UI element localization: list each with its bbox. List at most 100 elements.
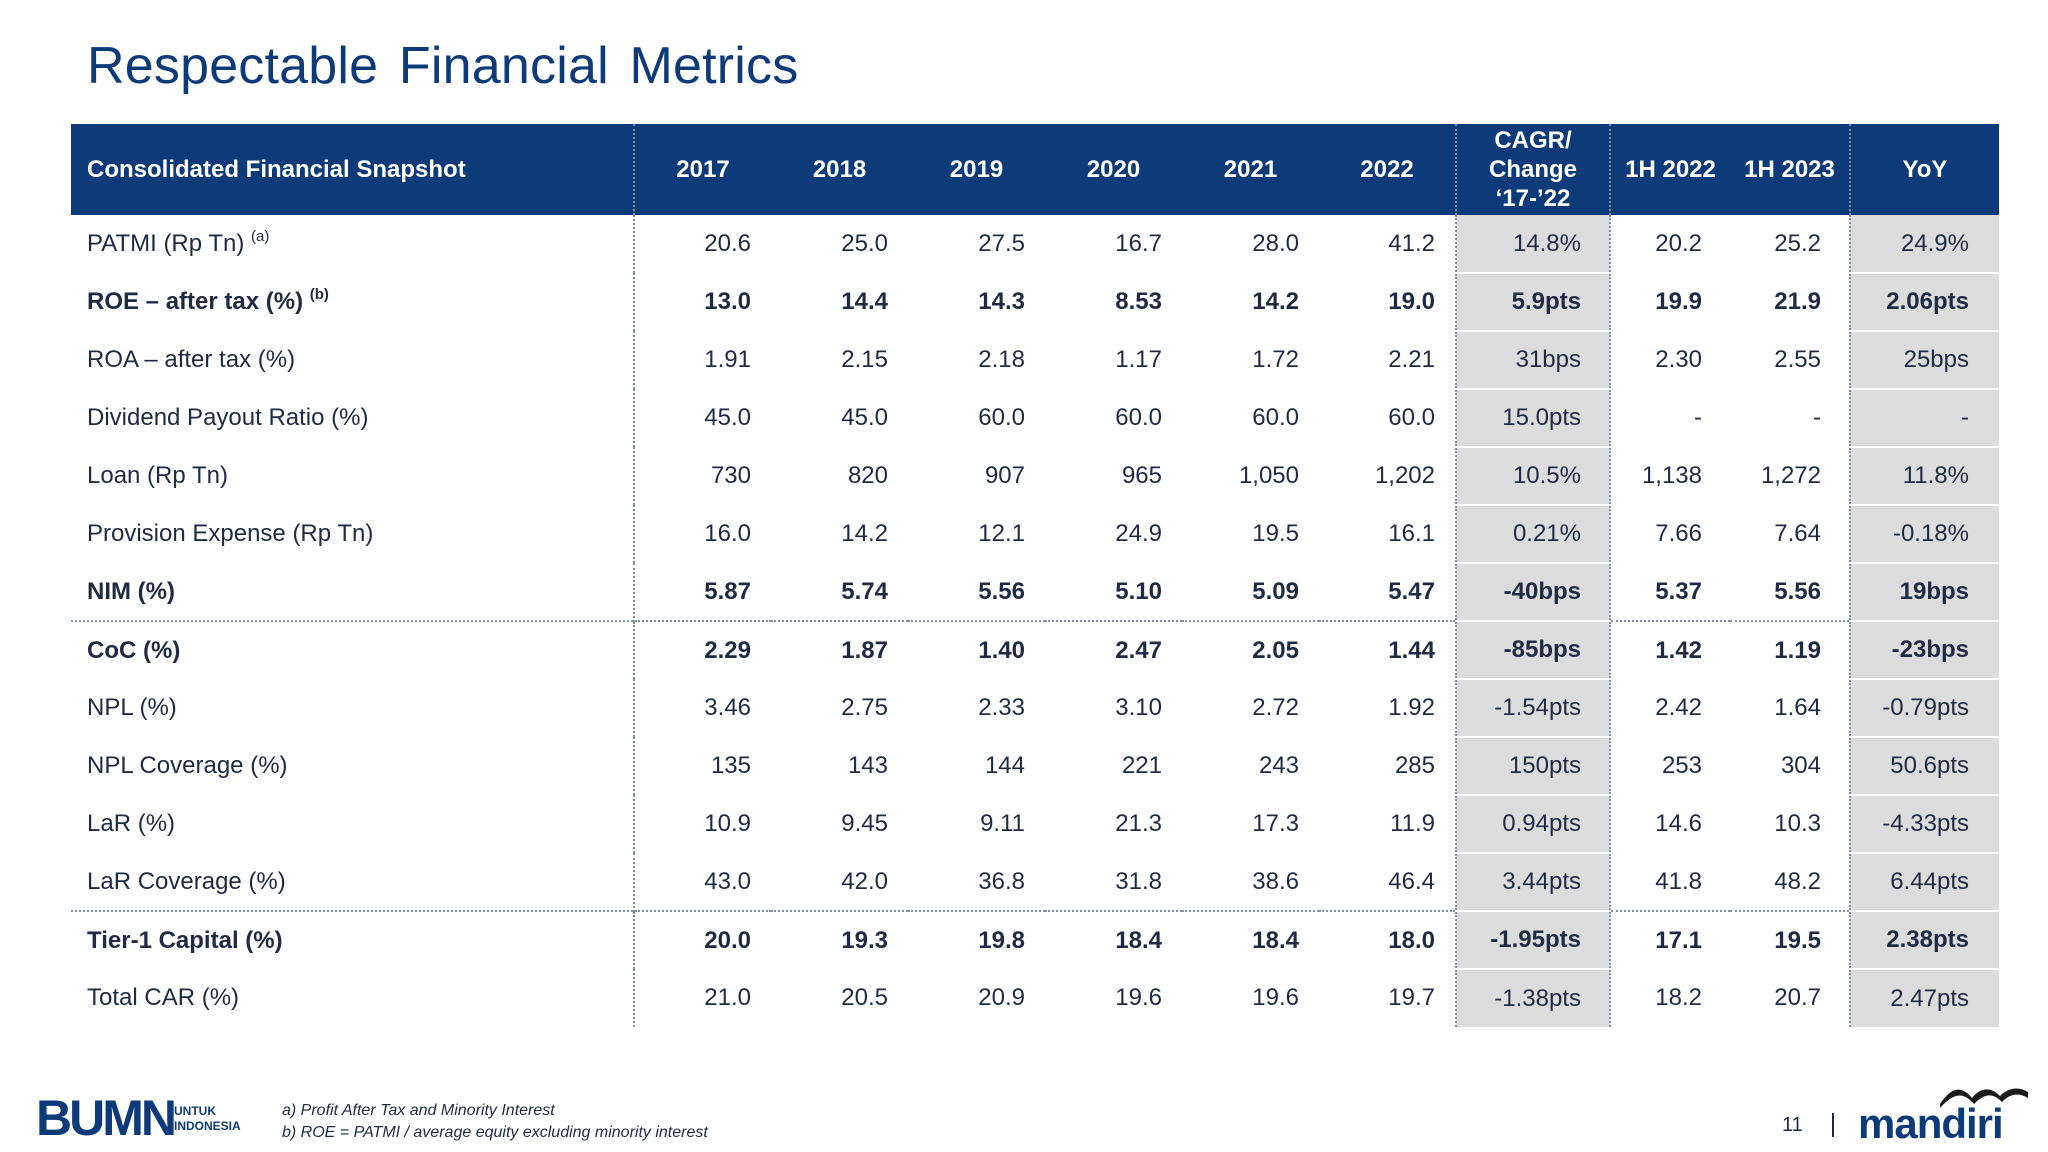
table-cell: 14.2 <box>1252 288 1299 315</box>
mandiri-logo-text: mandiri <box>1858 1100 2004 1147</box>
table-cell: 1,202 <box>1319 447 1457 505</box>
table-cell: - <box>1730 389 1851 447</box>
table-cell: 24.9 <box>1115 520 1162 547</box>
row-label: Tier-1 Capital (%) <box>71 910 635 969</box>
table-cell: 19.8 <box>908 910 1045 969</box>
table-cell: 2.33 <box>978 694 1025 721</box>
table-cell: 13.0 <box>704 288 751 315</box>
row-label-text: ROE – after tax (%) <box>87 288 304 315</box>
table-cell: 304 <box>1730 737 1851 795</box>
table-cell: 25.0 <box>841 230 888 257</box>
table-cell: 60.0 <box>978 404 1025 431</box>
table-cell: 2.42 <box>1655 694 1702 721</box>
table-cell: 24.9% <box>1850 215 1999 273</box>
row-label: PATMI (Rp Tn) (a) <box>71 215 635 273</box>
table-cell: 21.9 <box>1730 273 1851 331</box>
table-cell: 2.47 <box>1045 620 1182 679</box>
table-cell: 2.75 <box>841 694 888 721</box>
table-cell: 9.11 <box>980 810 1025 837</box>
table-cell: 18.0 <box>1319 910 1457 969</box>
page-number: 11 <box>1782 1114 1803 1136</box>
table-cell: 6.44pts <box>1850 852 1999 911</box>
table-cell: -1.54pts <box>1456 678 1611 737</box>
table-row: NIM (%) 5.87 5.74 5.56 5.10 5.09 5.47 -40bps 5.3… <box>71 562 1999 621</box>
table-cell: 20.2 <box>1655 230 1702 257</box>
table-row: ROE – after tax (%) (b) 13.0 14.4 14.3 8.53 1… <box>71 272 1999 331</box>
row-label-text: NIM (%) <box>87 577 175 605</box>
table-cell: 1.91 <box>704 346 751 373</box>
table-cell: 18.4 <box>1182 910 1319 969</box>
table-cell: 9.45 <box>841 810 888 837</box>
row-label-text: NPL Coverage (%) <box>87 752 288 779</box>
table-cell: 41.2 <box>1319 215 1457 273</box>
table-cell: 7.66 <box>1655 520 1702 547</box>
table-cell: 2.30 <box>1655 346 1702 373</box>
table-cell: 18.4 <box>1045 910 1182 969</box>
table-cell: 907 <box>984 462 1025 489</box>
header-2021: 2021 <box>1182 124 1319 215</box>
header-cagr-line-2: Change <box>1488 156 1577 183</box>
table-cell: 0.21% <box>1456 504 1611 563</box>
row-label: CoC (%) <box>71 620 635 679</box>
table-cell: 20.9 <box>978 984 1025 1011</box>
table-cell: -1.95pts <box>1456 910 1611 969</box>
table-row: ROA – after tax (%) 1.91 2.15 2.18 1.17 1.72 2… <box>71 330 1999 389</box>
page-title: Respectable Financial Metrics <box>87 37 799 95</box>
table-cell: 5.56 <box>978 577 1025 605</box>
table-cell: 1.44 <box>1319 620 1457 679</box>
row-label: Provision Expense (Rp Tn) <box>71 505 635 563</box>
table-cell: 2.55 <box>1730 331 1851 389</box>
table-row: Total CAR (%) 21.0 20.5 20.9 19.6 19.6 19.7 -1.… <box>71 968 1999 1027</box>
table-cell: 20.6 <box>704 230 751 257</box>
table-cell: 8.53 <box>1115 288 1162 315</box>
row-label-text: ROA – after tax (%) <box>87 346 296 373</box>
table-cell: 2.21 <box>1319 331 1457 389</box>
table-cell: 42.0 <box>841 867 888 895</box>
table-cell: 1.40 <box>908 620 1045 679</box>
header-2020: 2020 <box>1045 124 1182 215</box>
table-row: Provision Expense (Rp Tn) 16.0 14.2 12.1 24.… <box>71 504 1999 563</box>
row-label: NPL Coverage (%) <box>71 737 635 795</box>
table-cell: 25.2 <box>1730 215 1851 273</box>
table-cell: - <box>1850 388 1999 447</box>
table-cell: 20.0 <box>634 910 771 969</box>
table-cell: 19.0 <box>1319 273 1457 331</box>
table-cell: 17.1 <box>1610 910 1730 969</box>
table-cell: 25bps <box>1850 330 1999 389</box>
table-cell: 2.72 <box>1252 694 1299 721</box>
table-cell: 10.3 <box>1730 795 1851 853</box>
row-label: Dividend Payout Ratio (%) <box>71 389 635 447</box>
row-label-text: Total CAR (%) <box>87 984 240 1011</box>
table-cell: 1.17 <box>1115 346 1162 373</box>
table-cell: 1.64 <box>1730 679 1851 737</box>
table-cell: 253 <box>1661 752 1702 779</box>
row-label: LaR (%) <box>71 795 635 853</box>
table-cell: 144 <box>984 752 1025 779</box>
table-cell: 730 <box>710 462 751 489</box>
table-cell: 16.0 <box>704 520 751 547</box>
row-label-text: Dividend Payout Ratio (%) <box>87 404 369 431</box>
table-cell: 5.87 <box>704 577 751 605</box>
table-cell: 19bps <box>1850 562 1999 621</box>
row-label: LaR Coverage (%) <box>71 853 635 911</box>
table-cell: 5.47 <box>1319 563 1457 621</box>
row-label-text: LaR (%) <box>87 810 176 837</box>
table-cell: 31.8 <box>1115 867 1162 895</box>
table-row: NPL Coverage (%) 135 143 144 221 243 285 150pts… <box>71 736 1999 795</box>
bumn-logo-text: BUMN <box>36 1090 177 1146</box>
mandiri-wave-icon <box>1940 1088 2028 1108</box>
row-label-text: CoC (%) <box>87 636 181 664</box>
table-cell: 11.9 <box>1319 795 1457 853</box>
table-cell: 10.9 <box>704 810 751 837</box>
table-cell: 150pts <box>1456 736 1611 795</box>
table-cell: 14.4 <box>841 288 888 315</box>
footnote-marker: (b) <box>309 286 329 303</box>
table-cell: 31bps <box>1456 330 1611 389</box>
table-cell: 3.10 <box>1115 694 1162 721</box>
table-cell: 19.9 <box>1655 288 1702 315</box>
table-cell: -23bps <box>1850 620 1999 679</box>
table-cell: 3.46 <box>704 694 751 721</box>
table-cell: 5.56 <box>1730 563 1851 621</box>
table-cell: 1.87 <box>771 620 908 679</box>
table-cell: 2.05 <box>1182 620 1319 679</box>
